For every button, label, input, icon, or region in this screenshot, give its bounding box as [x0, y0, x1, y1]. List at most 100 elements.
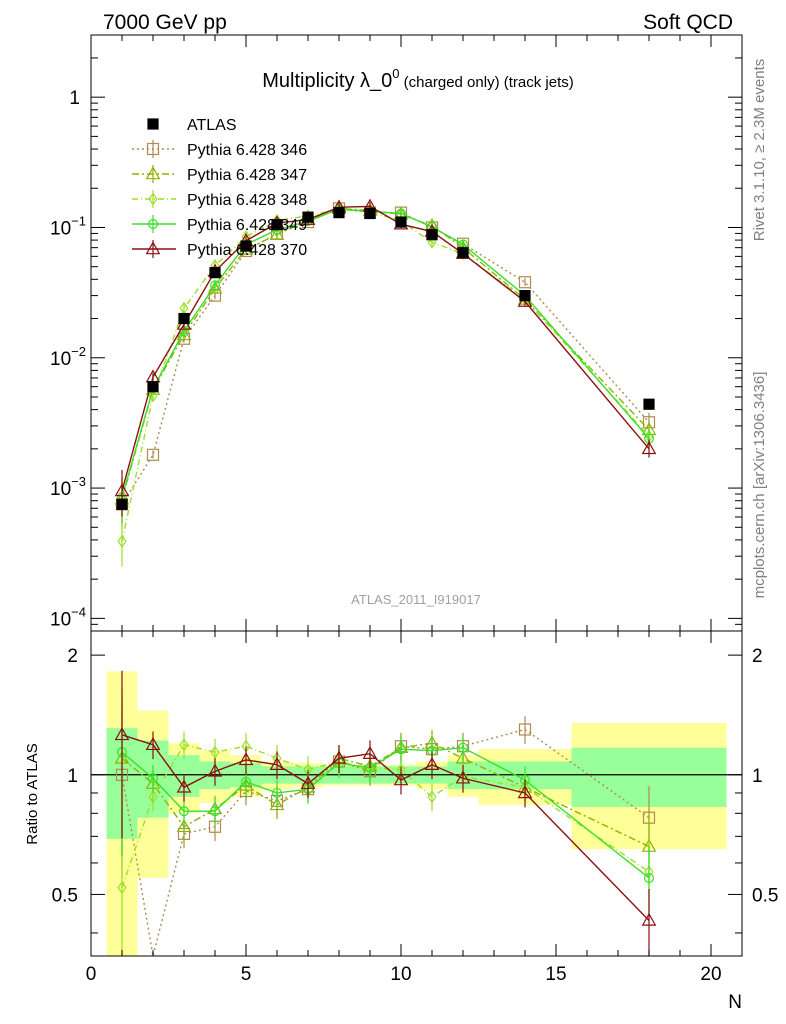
series-ratio-line: [121, 743, 650, 888]
series-point: [269, 226, 285, 240]
main-panel-bg: [91, 35, 742, 631]
series-ratio-point: [427, 790, 437, 804]
series-ratio-point: [641, 912, 657, 926]
ratio-plot: [90, 630, 743, 957]
atlas-data-point: [209, 267, 221, 279]
chart-title: Multiplicity λ_00 (charged only) (track …: [262, 66, 574, 92]
series-point: [210, 280, 221, 291]
y-tick-label: 10−3: [50, 474, 86, 500]
legend-label: Pythia 6.428 346: [187, 142, 307, 159]
atlas-data-point: [364, 207, 376, 220]
series-ratio-point: [179, 806, 190, 817]
atlas-data-point: [426, 229, 438, 241]
y-tick-label: 1: [69, 88, 80, 109]
legend-marker: [145, 241, 161, 255]
atlas-data-point: [178, 312, 190, 325]
x-axis-label: N: [728, 992, 742, 1013]
series-ratio-point: [176, 818, 192, 833]
ratio-tick-label-right: 0.5: [752, 885, 778, 906]
legend-label: Pythia 6.428 347: [187, 167, 307, 184]
series-ratio-point: [114, 727, 130, 741]
legend-entry: Pythia 6.428 346: [132, 140, 307, 159]
series-point: [148, 389, 158, 403]
series-ratio-point: [362, 745, 378, 759]
atlas-data: [116, 207, 655, 510]
series-ratio-point: [148, 790, 158, 804]
ratio-axis-label: Ratio to ATLAS: [24, 743, 41, 844]
series-ratio-point: [179, 738, 189, 752]
series-point: [641, 441, 657, 455]
series-ratio-point: [210, 806, 221, 817]
ratio-tick-label: 2: [67, 646, 78, 667]
series-ratio-point: [300, 775, 316, 789]
series-ratio-point: [396, 744, 407, 755]
x-tick-label: 0: [86, 964, 97, 985]
ratio-frame: [90, 630, 743, 957]
series-ratio-point: [424, 756, 440, 770]
series-ratio-point: [455, 770, 471, 784]
main-plot: [90, 34, 743, 632]
ratio-tick-label: 1: [67, 766, 78, 787]
series-5-ratio: [114, 670, 657, 956]
series-ratio-line: [121, 746, 650, 879]
series-ratio-point: [455, 750, 471, 764]
analysis-watermark: ATLAS_2011_I919017: [351, 592, 481, 607]
x-tick-label: 5: [241, 964, 252, 985]
atlas-data-point: [240, 240, 252, 252]
x-tick-label: 15: [545, 964, 566, 985]
legend-label: Pythia 6.428 349: [187, 217, 307, 234]
legend-entry: Pythia 6.428 349: [132, 215, 307, 234]
mcplots-label: mcplots.cern.ch [arXiv:1306.3436]: [751, 372, 768, 599]
series-ratio-point: [393, 772, 409, 786]
legend-label: Pythia 6.428 370: [187, 242, 307, 259]
atlas-data-point: [457, 247, 469, 259]
legend-marker: [146, 142, 160, 156]
atlas-data-point: [519, 290, 531, 302]
series-point: [518, 276, 532, 289]
series-ratio-point: [241, 776, 252, 787]
legend-label: Pythia 6.428 348: [187, 192, 307, 209]
series-point: [117, 534, 127, 548]
series-ratio-line: [121, 734, 650, 921]
atlas-data-point: [333, 207, 345, 219]
series-ratio-point: [148, 773, 159, 784]
series-ratio-point: [643, 872, 654, 883]
series-ratio-point: [207, 763, 223, 777]
y-tick-label: 10−1: [50, 213, 86, 239]
legend-entry-atlas: ATLAS: [147, 117, 237, 134]
rivet-label: Rivet 3.1.10, ≥ 2.3M events: [751, 59, 768, 242]
atlas-data-point: [395, 216, 407, 228]
series-ratio-point: [269, 756, 285, 770]
ratio-tick-label-right: 1: [752, 766, 763, 787]
header-left: 7000 GeV pp: [103, 11, 227, 34]
atlas-data-point: [643, 398, 655, 410]
series-ratio-point: [238, 752, 254, 766]
legend-entry: Pythia 6.428 348: [132, 190, 307, 209]
ratio-tick-label-right: 2: [752, 646, 763, 667]
series-ratio-point: [518, 723, 532, 736]
series-ratio-point: [210, 745, 220, 759]
legend-label-atlas: ATLAS: [187, 117, 237, 134]
x-tick-label: 10: [390, 964, 411, 985]
series-ratio-line: [121, 742, 650, 848]
header-right: Soft QCD: [643, 11, 733, 34]
series-point: [427, 235, 437, 249]
legend-marker-atlas: [147, 118, 159, 130]
series-point: [207, 280, 223, 294]
legend: ATLAS Pythia 6.428 346 Pythia 6.428 347 Pyt…: [132, 117, 307, 259]
series-ratio-point: [269, 797, 285, 811]
y-tick-label: 10−2: [50, 344, 86, 370]
legend-marker: [148, 219, 159, 230]
series-ratio-point: [458, 742, 469, 753]
series-point: [114, 483, 130, 497]
atlas-data-point: [302, 211, 314, 223]
atlas-data-point: [147, 381, 159, 393]
series-point: [146, 448, 160, 461]
atlas-data-point: [116, 498, 128, 510]
series-ratio-point: [272, 787, 283, 798]
series-ratio-point: [517, 785, 533, 799]
legend-marker: [148, 192, 158, 206]
legend-entry: Pythia 6.428 347: [132, 165, 307, 184]
legend-marker: [145, 166, 161, 180]
